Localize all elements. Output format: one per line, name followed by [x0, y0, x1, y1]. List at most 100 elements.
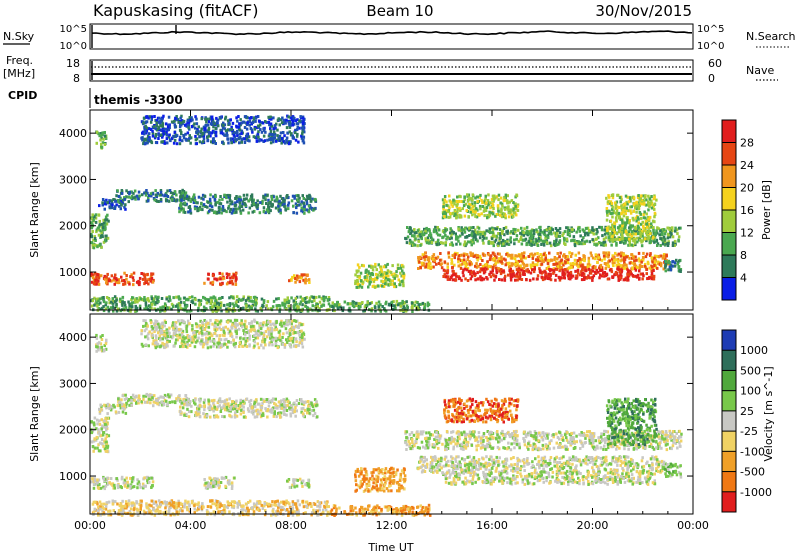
power-scatter-cell: [293, 274, 296, 278]
power-scatter-cell: [385, 279, 388, 283]
power-scatter-cell: [118, 299, 122, 303]
power-scatter-cell: [493, 278, 496, 282]
power-scatter-cell: [273, 199, 277, 203]
velocity-scatter-cell: [112, 403, 115, 407]
power-scatter-cell: [631, 224, 634, 228]
power-scatter-cell: [560, 265, 563, 269]
power-scatter-cell: [399, 280, 402, 284]
power-scatter-cell: [558, 227, 562, 231]
power-scatter-cell: [479, 207, 482, 211]
velocity-scatter-cell: [149, 401, 152, 405]
velocity-scatter-cell: [258, 412, 262, 416]
power-scatter-cell: [455, 235, 458, 238]
power-scatter-cell: [465, 253, 469, 257]
power-scatter-cell: [460, 262, 464, 266]
power-scatter-cell: [450, 232, 453, 236]
velocity-scatter-cell: [279, 415, 282, 419]
power-scatter-cell: [511, 256, 515, 260]
power-scatter-cell: [253, 125, 257, 129]
power-scatter-cell: [132, 283, 135, 287]
power-scatter-cell: [643, 210, 646, 214]
power-scatter-cell: [266, 300, 270, 304]
power-colorbar-swatch: [722, 232, 736, 255]
power-scatter-cell: [466, 279, 470, 282]
power-scatter-cell: [384, 264, 387, 268]
power-scatter-cell: [505, 199, 509, 203]
power-scatter-cell: [464, 202, 468, 206]
power-scatter-cell: [271, 305, 275, 309]
power-scatter-cell: [469, 210, 472, 214]
power-scatter-cell: [443, 215, 446, 218]
power-scatter-cell: [661, 242, 665, 246]
power-scatter-cell: [454, 232, 457, 236]
power-scatter-cell: [626, 202, 629, 206]
power-scatter-cell: [601, 268, 604, 272]
power-scatter-cell: [290, 116, 293, 120]
power-scatter-cell: [280, 141, 283, 145]
power-scatter-cell: [273, 130, 276, 134]
power-scatter-cell: [453, 209, 457, 212]
power-scatter-cell: [111, 305, 115, 309]
power-scatter-cell: [612, 209, 615, 213]
power-scatter-cell: [232, 304, 236, 308]
power-scatter-cell: [303, 273, 306, 277]
power-scatter-cell: [555, 243, 559, 247]
power-scatter-cell: [551, 228, 554, 232]
power-scatter-cell: [169, 139, 172, 143]
power-scatter-cell: [180, 195, 183, 198]
power-scatter-cell: [144, 121, 147, 125]
power-scatter-cell: [418, 260, 421, 264]
power-scatter-cell: [544, 256, 547, 260]
power-scatter-cell: [185, 309, 189, 313]
power-scatter-cell: [552, 262, 555, 266]
power-scatter-cell: [272, 140, 275, 144]
power-scatter-cell: [650, 272, 654, 275]
power-scatter-cell: [448, 206, 451, 210]
power-scatter-cell: [462, 252, 466, 256]
power-scatter-cell: [209, 122, 213, 126]
power-scatter-cell: [611, 193, 615, 197]
power-scatter-cell: [97, 233, 101, 237]
power-scatter-cell: [647, 229, 651, 233]
power-scatter-cell: [195, 122, 199, 126]
power-scatter-cell: [90, 233, 93, 236]
power-scatter-cell: [624, 212, 627, 216]
power-scatter-cell: [175, 142, 179, 146]
power-scatter-cell: [100, 234, 103, 238]
power-scatter-cell: [233, 131, 237, 135]
power-scatter-cell: [91, 243, 94, 247]
power-scatter-cell: [294, 280, 297, 284]
power-scatter-cell: [95, 141, 98, 145]
power-scatter-cell: [568, 234, 572, 238]
power-scatter-cell: [185, 124, 188, 128]
power-scatter-cell: [110, 279, 113, 283]
power-scatter-cell: [95, 275, 98, 279]
power-scatter-cell: [474, 235, 477, 239]
power-scatter-cell: [304, 277, 308, 281]
power-scatter-cell: [205, 129, 209, 133]
power-scatter-cell: [602, 243, 605, 247]
power-scatter-cell: [187, 123, 191, 127]
power-scatter-cell: [331, 301, 334, 305]
power-scatter-cell: [210, 301, 213, 305]
power-scatter-cell: [166, 307, 169, 311]
power-scatter-cell: [400, 301, 403, 305]
power-scatter-cell: [151, 299, 154, 303]
power-scatter-cell: [677, 265, 681, 269]
power-scatter-cell: [227, 204, 231, 208]
power-scatter-cell: [547, 231, 551, 235]
power-scatter-cell: [645, 233, 649, 237]
power-scatter-cell: [268, 138, 271, 142]
power-scatter-cell: [105, 301, 108, 305]
power-scatter-cell: [178, 138, 181, 142]
power-scatter-cell: [572, 239, 576, 242]
power-scatter-cell: [225, 210, 228, 214]
velocity-scatter-cell: [269, 400, 272, 404]
power-scatter-cell: [263, 128, 266, 132]
power-scatter-cell: [639, 232, 642, 236]
power-scatter-cell: [526, 263, 529, 267]
power-scatter-cell: [203, 296, 207, 300]
power-scatter-cell: [245, 304, 248, 308]
power-scatter-cell: [296, 132, 299, 136]
power-scatter-cell: [650, 206, 654, 210]
